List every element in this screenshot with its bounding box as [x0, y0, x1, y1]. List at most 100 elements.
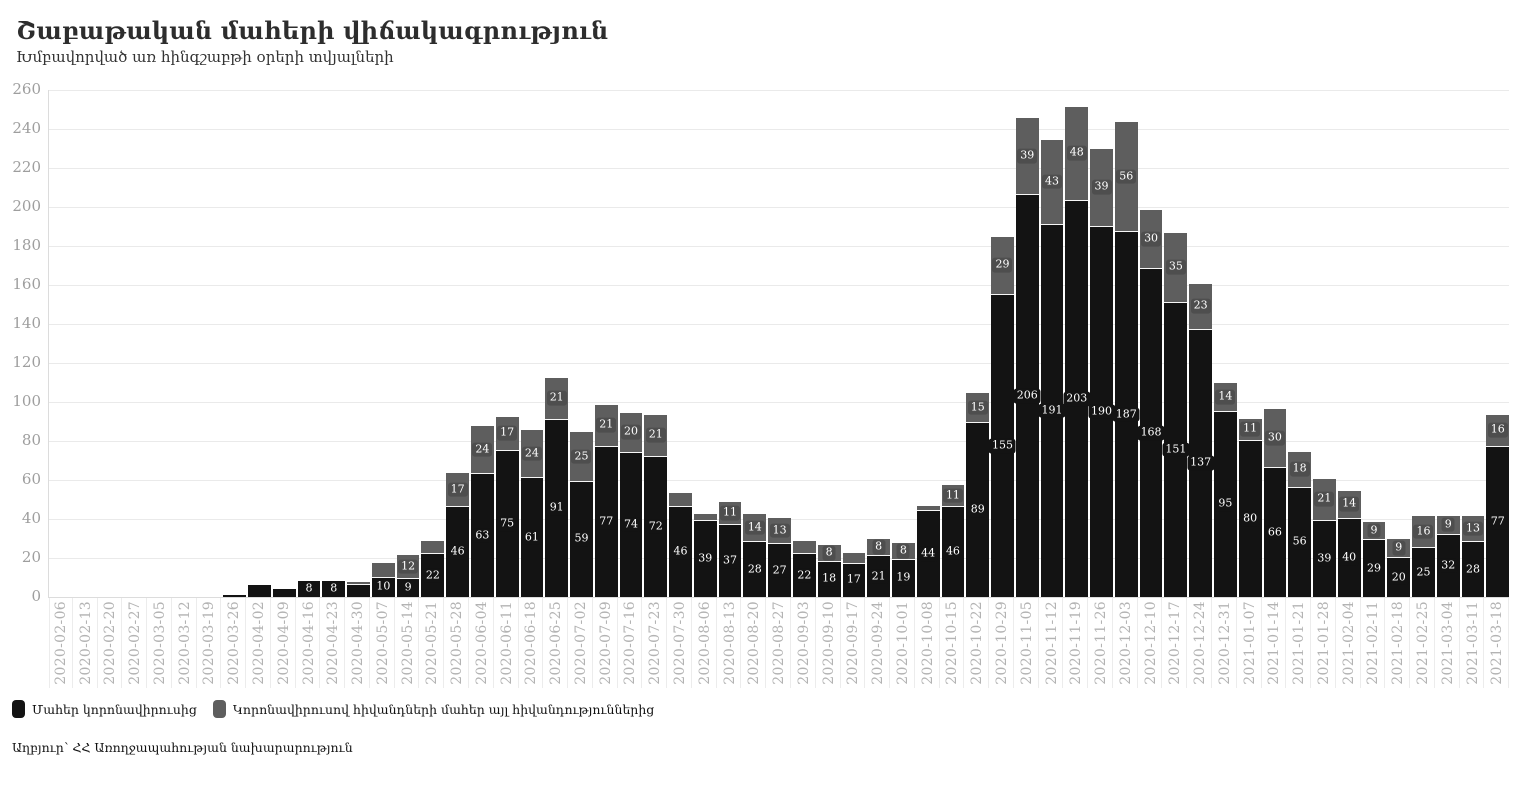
gridline — [49, 129, 1509, 130]
bar-segment-deaths-from-coronavirus: 155 — [988, 294, 1016, 597]
bar-segment-deaths-other-diseases: 21 — [545, 377, 569, 420]
x-axis-tick-label: 2020-11-05 — [1018, 601, 1035, 685]
bar-value-label: 46 — [447, 544, 468, 560]
x-axis-tick-label: 2020-06-18 — [523, 601, 540, 685]
x-axis-tick-label: 2020-10-01 — [894, 601, 911, 685]
x-axis-tick: 2020-05-14 — [397, 598, 420, 688]
y-axis-tick-label: 60 — [21, 470, 41, 488]
bar-value-label: 21 — [868, 569, 889, 584]
bar-segment-deaths-other-diseases: 16 — [1486, 414, 1510, 447]
x-axis-tick: 2021-02-18 — [1387, 598, 1411, 688]
bar-segment-deaths-other-diseases: 13 — [768, 518, 791, 545]
x-axis-tick: 2020-04-30 — [347, 598, 370, 688]
x-axis-tick-label: 2020-02-20 — [102, 601, 119, 685]
bar-column: 56 187 — [1112, 90, 1140, 597]
bar-column — [100, 90, 123, 597]
x-axis-tick-label: 2020-07-02 — [572, 601, 589, 685]
bar-value-label: 16 — [1487, 422, 1508, 438]
bar-value-label: 28 — [744, 562, 765, 578]
bar-value-label: 14 — [744, 520, 765, 536]
bar-segment-deaths-from-coronavirus: 37 — [718, 524, 742, 597]
bar-segment-deaths-from-coronavirus: 72 — [644, 456, 668, 597]
x-axis-tick-label: 2020-06-11 — [498, 601, 515, 685]
x-axis-tick-label: 2020-07-09 — [597, 601, 614, 685]
y-axis-tick-label: 240 — [12, 119, 41, 137]
gridline — [49, 363, 1509, 364]
x-axis-tick-label: 2021-01-14 — [1266, 601, 1283, 685]
gridline — [49, 168, 1509, 169]
bar-segment-deaths-from-coronavirus: 39 — [693, 520, 717, 597]
y-axis-tick-label: 120 — [12, 353, 41, 371]
x-axis-tick-label: 2020-05-21 — [424, 601, 441, 685]
bar-column: 8 21 — [867, 90, 891, 597]
x-axis-tick: 2020-10-22 — [966, 598, 990, 688]
bar-value-label: 18 — [819, 572, 840, 587]
x-axis-tick: 2021-01-28 — [1313, 598, 1336, 688]
bar-value-label: 16 — [1413, 524, 1434, 539]
bar-column: 9 32 — [1436, 90, 1460, 597]
x-axis-tick-label: 2020-09-03 — [795, 601, 812, 685]
bar-segment-deaths-other-diseases — [842, 553, 866, 564]
bar-value-label: 17 — [843, 573, 864, 588]
bar-segment-deaths-other-diseases: 14 — [743, 514, 767, 543]
bar-segment-deaths-from-coronavirus: 8 — [297, 581, 321, 597]
bar-segment-deaths-from-coronavirus: 56 — [1288, 487, 1312, 597]
x-axis-tick-label: 2020-11-12 — [1043, 601, 1060, 685]
bar-segment-deaths-from-coronavirus — [347, 585, 370, 597]
bar-segment-deaths-from-coronavirus: 19 — [892, 559, 915, 597]
y-axis-tick-label: 160 — [12, 275, 41, 293]
x-axis-tick: 2020-11-19 — [1065, 598, 1089, 688]
bar-value-label: 72 — [645, 519, 666, 535]
bar-value-label: 8 — [822, 545, 836, 561]
bar-segment-deaths-from-coronavirus: 22 — [421, 554, 445, 597]
bar-value-label: 13 — [769, 523, 790, 539]
x-axis-tick: 2020-10-01 — [892, 598, 915, 688]
bar-value-label: 191 — [1038, 403, 1066, 419]
bar-column: 21 39 — [1313, 90, 1336, 597]
bar-segment-deaths-from-coronavirus: 91 — [545, 419, 569, 597]
bar-value-label: 44 — [918, 546, 939, 562]
bar-column: 30 66 — [1263, 90, 1287, 597]
x-axis-tick-label: 2020-06-25 — [548, 601, 565, 685]
x-axis-tick: 2021-02-25 — [1412, 598, 1435, 688]
x-axis-tick-label: 2020-05-28 — [449, 601, 466, 685]
bar-segment-deaths-from-coronavirus: 66 — [1263, 468, 1287, 597]
bar-value-label: 9 — [1392, 540, 1406, 556]
x-axis-tick: 2021-01-07 — [1239, 598, 1262, 688]
bar-segment-deaths-other-diseases: 11 — [941, 484, 965, 508]
bar-value-label: 37 — [720, 553, 741, 569]
x-axis-tick: 2021-03-04 — [1437, 598, 1460, 688]
bar-value-label: 9 — [1441, 517, 1455, 533]
bar-value-label: 17 — [447, 482, 468, 498]
x-axis-tick: 2021-01-21 — [1288, 598, 1312, 688]
bar-segment-deaths-from-coronavirus: 10 — [371, 577, 395, 597]
bar-column: 21 72 — [644, 90, 668, 597]
x-axis-tick: 2020-06-18 — [521, 598, 544, 688]
x-axis-tick-label: 2020-03-19 — [201, 601, 218, 685]
bar-column: 12 9 — [396, 90, 420, 597]
x-axis-tick: 2020-09-03 — [793, 598, 816, 688]
x-axis-tick: 2020-07-30 — [669, 598, 692, 688]
bar-column: 18 56 — [1288, 90, 1312, 597]
bar-segment-deaths-from-coronavirus — [248, 585, 271, 597]
x-axis-tick: 2020-12-03 — [1115, 598, 1138, 688]
x-axis-tick: 2020-08-20 — [743, 598, 767, 688]
bar-value-label: 30 — [1141, 231, 1162, 247]
bar-segment-deaths-from-coronavirus: 21 — [867, 556, 891, 597]
bar-segment-deaths-from-coronavirus: 32 — [1436, 534, 1460, 597]
x-axis-tick: 2021-01-14 — [1264, 598, 1287, 688]
bar-segment-deaths-other-diseases — [669, 492, 692, 508]
bar-segment-deaths-other-diseases: 13 — [1461, 516, 1485, 543]
x-axis-tick: 2020-06-11 — [496, 598, 519, 688]
gridline — [49, 480, 1509, 481]
bar-value-label: 8 — [302, 581, 316, 597]
y-axis-tick-label: 20 — [21, 548, 41, 566]
x-axis-tick-label: 2020-04-16 — [300, 601, 317, 685]
bar-value-label: 168 — [1137, 425, 1165, 441]
x-axis-tick-label: 2020-12-24 — [1192, 601, 1209, 685]
x-axis-tick: 2021-03-18 — [1486, 598, 1510, 688]
bar-segment-deaths-other-diseases: 43 — [1040, 139, 1064, 225]
x-axis-tick-label: 2020-03-05 — [151, 601, 168, 685]
x-axis-tick: 2020-08-13 — [719, 598, 742, 688]
bar-segment-deaths-other-diseases — [371, 562, 395, 578]
